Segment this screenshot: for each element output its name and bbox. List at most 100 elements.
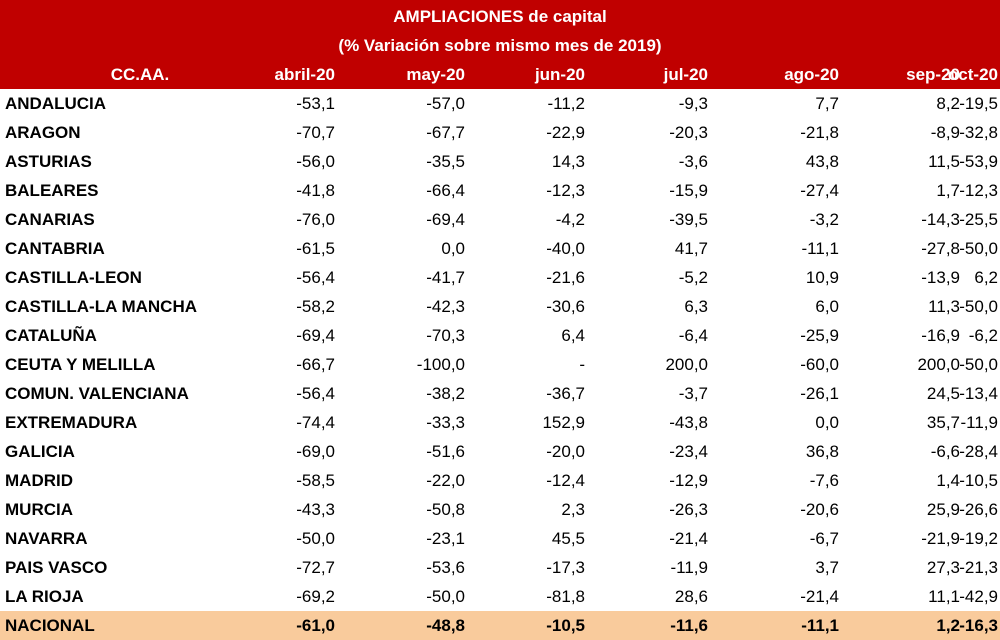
value-cell[interactable]: -14,3 — [921, 210, 960, 229]
value-cell[interactable]: 200,0 — [665, 355, 708, 374]
value-cell[interactable]: -43,8 — [669, 413, 708, 432]
column-header-region[interactable]: CC.AA. — [110, 65, 170, 84]
value-cell[interactable]: 25,9 — [926, 500, 960, 519]
value-cell[interactable]: -11,9 — [960, 413, 999, 432]
total-value-cell[interactable]: -11,1 — [801, 616, 839, 635]
region-name-cell[interactable]: ASTURIAS — [5, 152, 92, 171]
value-cell[interactable]: -41,7 — [426, 268, 465, 287]
value-cell[interactable]: -60,0 — [800, 355, 839, 374]
value-cell[interactable]: -22,0 — [426, 471, 465, 490]
region-name-cell[interactable]: LA RIOJA — [5, 587, 84, 606]
value-cell[interactable]: -50,0 — [959, 355, 998, 374]
value-cell[interactable]: -20,0 — [546, 442, 585, 461]
region-name-cell[interactable]: NAVARRA — [5, 529, 88, 548]
value-cell[interactable]: -27,4 — [800, 181, 839, 200]
value-cell[interactable]: -6,2 — [968, 326, 998, 345]
value-cell[interactable]: -72,7 — [296, 558, 335, 577]
value-cell[interactable]: -56,4 — [296, 384, 335, 403]
value-cell[interactable]: -19,2 — [959, 529, 998, 548]
value-cell[interactable]: -11,1 — [801, 239, 840, 258]
value-cell[interactable]: -50,0 — [959, 297, 998, 316]
value-cell[interactable]: -21,8 — [800, 123, 839, 142]
value-cell[interactable]: -6,4 — [678, 326, 708, 345]
value-cell[interactable]: -6,6 — [930, 442, 960, 461]
value-cell[interactable]: -57,0 — [426, 94, 465, 113]
value-cell[interactable]: -3,2 — [809, 210, 839, 229]
value-cell[interactable]: -42,9 — [959, 587, 998, 606]
value-cell[interactable]: -43,3 — [296, 500, 335, 519]
value-cell[interactable]: -53,9 — [959, 152, 998, 171]
value-cell[interactable]: 28,6 — [674, 587, 708, 606]
value-cell[interactable]: -30,6 — [546, 297, 585, 316]
value-cell[interactable]: -27,8 — [921, 239, 960, 258]
total-value-cell[interactable]: -11,6 — [670, 616, 708, 635]
value-cell[interactable]: 6,3 — [684, 297, 708, 316]
value-cell[interactable]: -21,3 — [959, 558, 998, 577]
region-name-cell[interactable]: ANDALUCIA — [5, 94, 107, 113]
value-cell[interactable]: -12,4 — [546, 471, 585, 490]
value-cell[interactable]: 3,7 — [815, 558, 839, 577]
value-cell[interactable]: -70,3 — [426, 326, 465, 345]
value-cell[interactable]: -5,2 — [678, 268, 708, 287]
value-cell[interactable]: 36,8 — [805, 442, 839, 461]
value-cell[interactable]: - — [579, 355, 585, 374]
value-cell[interactable]: 24,5 — [926, 384, 960, 403]
region-name-cell[interactable]: CASTILLA-LA MANCHA — [5, 297, 198, 316]
column-header-month[interactable]: jun-20 — [534, 65, 585, 84]
column-header-month[interactable]: jul-20 — [663, 65, 708, 84]
value-cell[interactable]: -66,7 — [296, 355, 335, 374]
value-cell[interactable]: -17,3 — [546, 558, 585, 577]
value-cell[interactable]: -3,6 — [678, 152, 708, 171]
value-cell[interactable]: -69,2 — [296, 587, 335, 606]
value-cell[interactable]: -25,5 — [959, 210, 998, 229]
value-cell[interactable]: -13,9 — [921, 268, 960, 287]
value-cell[interactable]: -10,5 — [959, 471, 998, 490]
value-cell[interactable]: -66,4 — [426, 181, 465, 200]
value-cell[interactable]: -11,9 — [670, 558, 709, 577]
region-name-cell[interactable]: GALICIA — [5, 442, 75, 461]
value-cell[interactable]: -39,5 — [669, 210, 708, 229]
value-cell[interactable]: -28,4 — [959, 442, 998, 461]
value-cell[interactable]: -40,0 — [546, 239, 585, 258]
region-name-cell[interactable]: CEUTA Y MELILLA — [5, 355, 156, 374]
region-name-cell[interactable]: COMUN. VALENCIANA — [5, 384, 189, 403]
value-cell[interactable]: 6,4 — [561, 326, 585, 345]
value-cell[interactable]: 7,7 — [815, 94, 839, 113]
value-cell[interactable]: -13,4 — [959, 384, 998, 403]
value-cell[interactable]: -19,5 — [959, 94, 998, 113]
value-cell[interactable]: -3,7 — [678, 384, 708, 403]
value-cell[interactable]: 10,9 — [805, 268, 839, 287]
value-cell[interactable]: 1,7 — [936, 181, 960, 200]
value-cell[interactable]: -69,4 — [296, 326, 335, 345]
value-cell[interactable]: -23,1 — [426, 529, 465, 548]
value-cell[interactable]: 152,9 — [542, 413, 585, 432]
value-cell[interactable]: -16,9 — [921, 326, 960, 345]
value-cell[interactable]: -51,6 — [426, 442, 465, 461]
column-header-month[interactable]: may-20 — [406, 65, 465, 84]
value-cell[interactable]: -12,3 — [959, 181, 998, 200]
value-cell[interactable]: -100,0 — [416, 355, 465, 374]
region-name-cell[interactable]: ARAGON — [5, 123, 81, 142]
value-cell[interactable]: -50,0 — [426, 587, 465, 606]
value-cell[interactable]: -21,9 — [921, 529, 960, 548]
value-cell[interactable]: -21,4 — [669, 529, 708, 548]
value-cell[interactable]: 11,5 — [928, 152, 960, 171]
total-value-cell[interactable]: -61,0 — [296, 616, 335, 635]
value-cell[interactable]: -50,0 — [296, 529, 335, 548]
value-cell[interactable]: -25,9 — [800, 326, 839, 345]
value-cell[interactable]: -69,0 — [296, 442, 335, 461]
value-cell[interactable]: 27,3 — [926, 558, 960, 577]
value-cell[interactable]: -12,3 — [546, 181, 585, 200]
value-cell[interactable]: -50,8 — [426, 500, 465, 519]
value-cell[interactable]: -53,6 — [426, 558, 465, 577]
value-cell[interactable]: -12,9 — [669, 471, 708, 490]
value-cell[interactable]: -69,4 — [426, 210, 465, 229]
value-cell[interactable]: -53,1 — [296, 94, 335, 113]
value-cell[interactable]: -4,2 — [555, 210, 585, 229]
value-cell[interactable]: -26,3 — [669, 500, 708, 519]
total-value-cell[interactable]: -10,5 — [546, 616, 585, 635]
value-cell[interactable]: -38,2 — [426, 384, 465, 403]
value-cell[interactable]: -26,6 — [959, 500, 998, 519]
region-name-cell[interactable]: PAIS VASCO — [5, 558, 108, 577]
value-cell[interactable]: -7,6 — [809, 471, 839, 490]
